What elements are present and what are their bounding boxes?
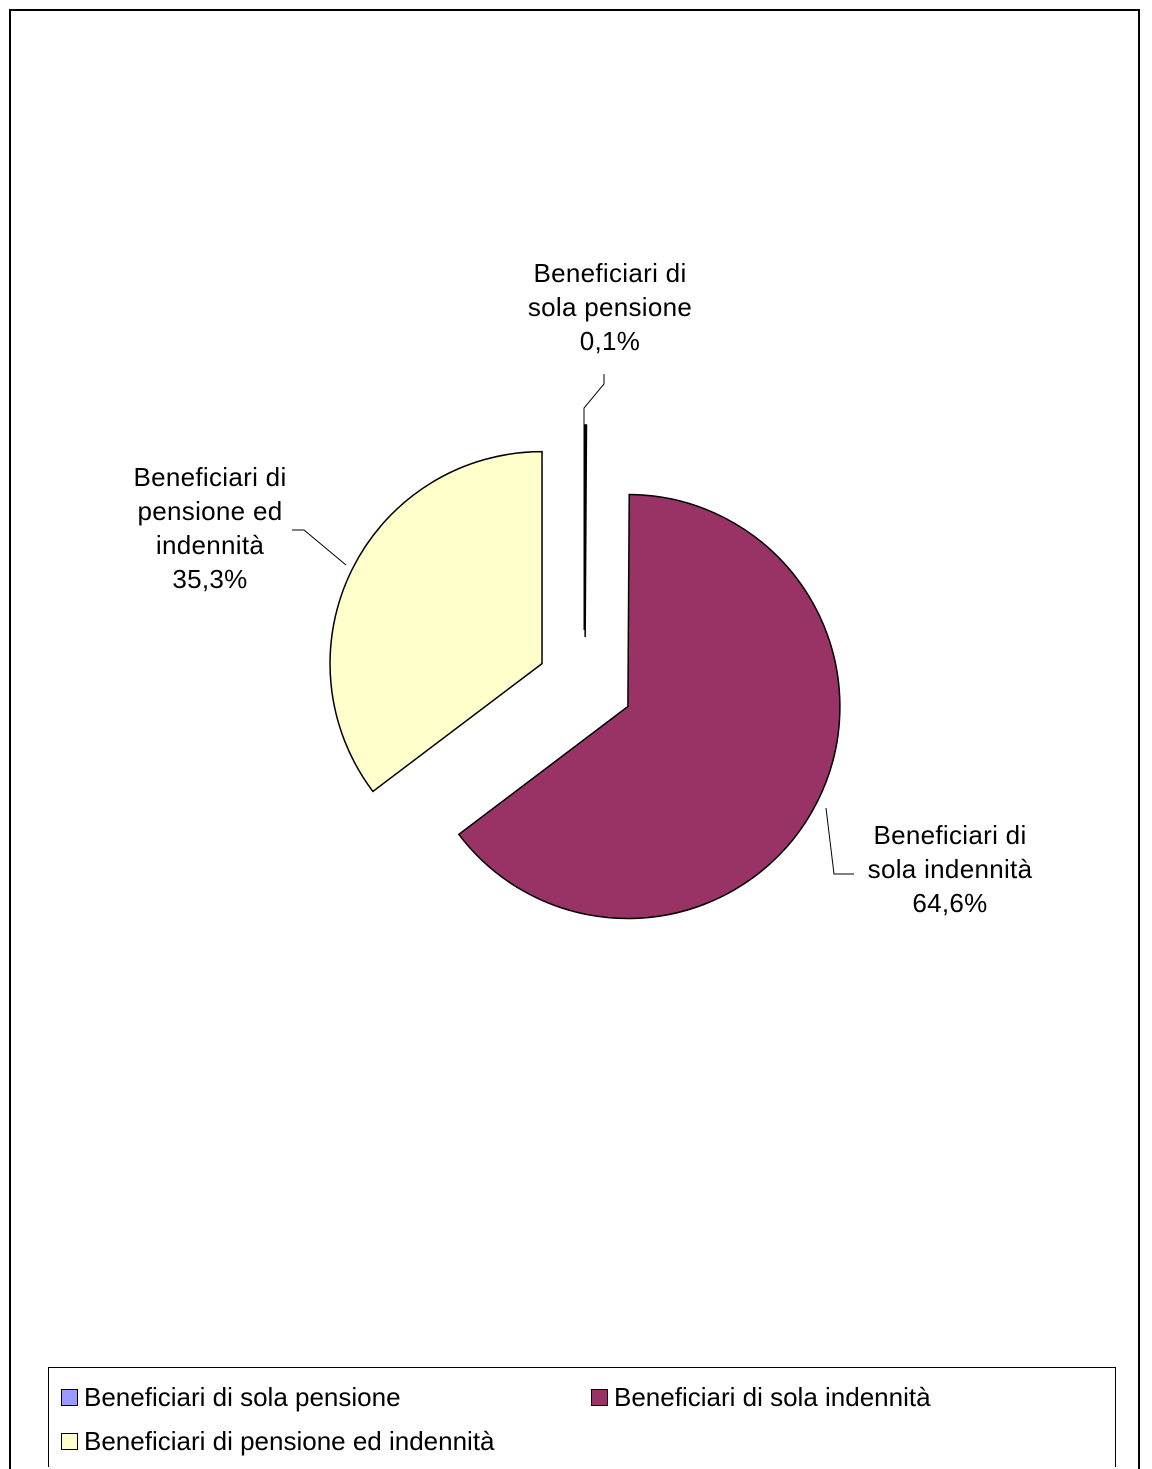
slice-sola-pensione: [584, 424, 588, 638]
slice-pensione-ed-indennita: [329, 450, 543, 793]
legend-swatch: [61, 1432, 78, 1450]
data-label-name: Beneficiari di pensione ed indennità: [133, 462, 287, 560]
leader-line-sola-indennita: [825, 807, 854, 875]
data-label-value: 64,6%: [912, 888, 988, 918]
data-label-value: 0,1%: [579, 326, 641, 356]
data-label-name: Beneficiari di sola pensione: [527, 258, 693, 322]
leader-line-sola-pensione: [583, 374, 605, 630]
leader-line-pensione-ed-indennita: [292, 529, 347, 566]
legend-label: Beneficiari di pensione ed indennità: [84, 1426, 495, 1456]
data-label-pensione-ed-indennita: Beneficiari di pensione ed indennità 35,…: [90, 460, 330, 596]
legend-swatch: [61, 1388, 78, 1406]
legend-swatch: [591, 1388, 608, 1406]
legend-item: Beneficiari di sola pensione: [61, 1382, 401, 1412]
legend-item: Beneficiari di pensione ed indennità: [61, 1426, 495, 1456]
legend-label: Beneficiari di sola pensione: [84, 1382, 401, 1412]
data-label-value: 35,3%: [172, 564, 248, 594]
legend: Beneficiari di sola pensione Beneficiari…: [48, 1367, 1116, 1467]
data-label-sola-indennita: Beneficiari di sola indennità 64,6%: [840, 818, 1060, 920]
legend-item: Beneficiari di sola indennità: [591, 1382, 931, 1412]
chart-area: [9, 9, 1140, 1469]
data-label-sola-pensione: Beneficiari di sola pensione 0,1%: [490, 256, 730, 358]
slice-sola-indennita: [457, 493, 841, 920]
legend-label: Beneficiari di sola indennità: [614, 1382, 931, 1412]
data-label-name: Beneficiari di sola indennità: [867, 820, 1033, 884]
